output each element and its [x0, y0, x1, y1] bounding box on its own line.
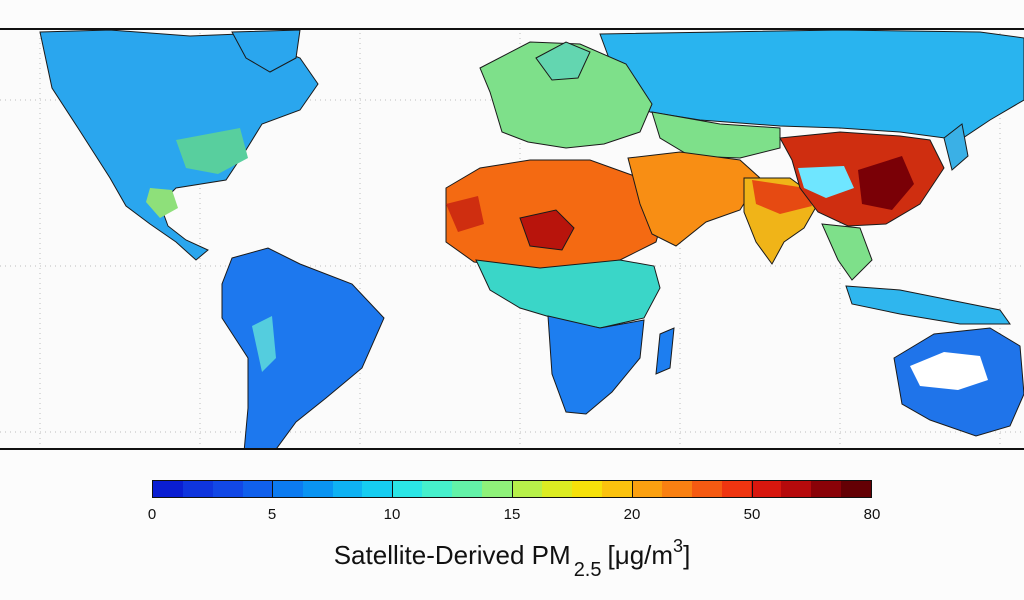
colorbar-title: Satellite-Derived PM 2.5 [μg/m3] [0, 536, 1024, 581]
colorbar-title-superscript: 3 [673, 536, 684, 556]
greenland [231, 30, 301, 73]
region-us-east-haze [176, 128, 248, 174]
colorbar-tick [511, 480, 513, 498]
south-america [221, 247, 385, 448]
asia [627, 123, 1011, 325]
colorbar-segment [302, 481, 333, 497]
eurasia [479, 30, 1024, 159]
colorbar-tick [391, 480, 393, 498]
region-central-africa [475, 259, 661, 329]
colorbar-segment [332, 481, 363, 497]
colorbar-segment [482, 481, 513, 497]
region-europe [479, 41, 653, 149]
region-andes-haze [252, 316, 276, 372]
madagascar [655, 327, 675, 375]
north-america [39, 30, 319, 261]
colorbar-segment [721, 481, 752, 497]
colorbar-tick-label: 5 [267, 506, 277, 523]
region-indo-gangetic [752, 180, 812, 214]
colorbar-segment [362, 481, 393, 497]
world-map-svg [0, 30, 1024, 448]
region-australia-desert [910, 352, 988, 390]
colorbar-segment [182, 481, 213, 497]
colorbar-segment [212, 481, 243, 497]
colorbar-segment [242, 481, 273, 497]
colorbar-segment [811, 481, 842, 497]
colorbar-segment [751, 481, 782, 497]
region-china-hotspot [858, 156, 914, 210]
pm25-world-map [0, 28, 1024, 450]
colorbar-tick [751, 480, 753, 498]
region-sahel [519, 209, 575, 251]
region-middle-east [627, 151, 761, 247]
colorbar-tick-label: 0 [147, 506, 157, 523]
colorbar-tick-label: 80 [863, 506, 881, 523]
colorbar-tick-label: 15 [503, 506, 521, 523]
colorbar-segment [452, 481, 483, 497]
colorbar-tick [631, 480, 633, 498]
colorbar-tick-label: 10 [383, 506, 401, 523]
colorbar-segment [691, 481, 722, 497]
colorbar-title-unit: [μg/m [607, 540, 674, 570]
colorbar-segment [601, 481, 632, 497]
region-mexico-haze [146, 188, 178, 218]
region-west-sahel [446, 196, 484, 232]
colorbar-segment [392, 481, 423, 497]
colorbar-tick-label: 20 [623, 506, 641, 523]
region-tibet-plateau [798, 166, 854, 198]
region-southeast-asia [821, 223, 873, 281]
colorbar-segment [631, 481, 662, 497]
colorbar-segment [512, 481, 542, 497]
colorbar-title-unit-close: ] [683, 540, 691, 570]
colorbar-segment [781, 481, 812, 497]
region-central-asia [651, 111, 781, 159]
japan [943, 123, 969, 171]
colorbar-segment [841, 481, 872, 497]
colorbar-segment [272, 481, 303, 497]
colorbar-segment [153, 481, 183, 497]
region-southern-africa [547, 315, 645, 415]
colorbar-title-main: Satellite-Derived PM [333, 540, 571, 570]
colorbar-segment [571, 481, 602, 497]
colorbar-segment [661, 481, 692, 497]
region-indonesia [845, 285, 1011, 325]
colorbar-title-subscript: 2.5 [573, 559, 602, 581]
colorbar-segment [541, 481, 572, 497]
colorbar-segment [422, 481, 453, 497]
colorbar-tick-label: 50 [743, 506, 761, 523]
region-south-america [221, 247, 385, 448]
africa [445, 159, 675, 415]
australia [893, 327, 1024, 437]
region-scandinavia [535, 41, 591, 81]
colorbar-tick [271, 480, 273, 498]
